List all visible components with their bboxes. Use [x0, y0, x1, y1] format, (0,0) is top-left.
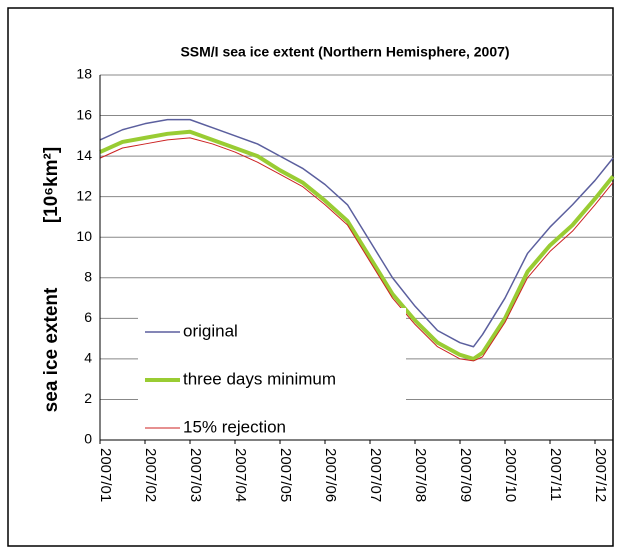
y-tick-label: 0 — [84, 431, 92, 447]
x-tick-label: 2007/08 — [412, 448, 429, 502]
y-tick-label: 6 — [84, 309, 92, 325]
legend-label: three days minimum — [183, 369, 336, 388]
series-line — [99, 129, 615, 361]
x-tick-label: 2007/11 — [547, 448, 564, 501]
y-tick-label: 10 — [76, 228, 92, 244]
series-line — [99, 137, 614, 362]
legend-box — [138, 308, 406, 439]
lines — [99, 118, 615, 362]
x-tick-label: 2007/04 — [232, 448, 249, 502]
x-tick-label: 2007/03 — [187, 448, 204, 502]
x-tick-label: 2007/07 — [367, 448, 384, 502]
legend: original three days minimum 15% rejection — [145, 321, 336, 436]
y-tick-label: 8 — [84, 268, 92, 284]
legend-label: 15% rejection — [183, 417, 286, 436]
y-tick-label: 2 — [84, 390, 92, 406]
y-tick-label: 16 — [76, 106, 92, 122]
y-tick-label: 4 — [84, 350, 92, 366]
x-tick-label: 2007/06 — [322, 448, 339, 502]
y-tick-label: 14 — [76, 147, 92, 163]
series-line — [99, 118, 614, 348]
y-tick-label: 18 — [76, 66, 92, 82]
y-tick-label: 12 — [76, 187, 92, 203]
x-tick-label: 2007/02 — [142, 448, 159, 502]
chart-frame — [7, 7, 614, 547]
y-axis-unit: [10⁶km²] — [41, 147, 62, 223]
x-tick-label: 2007/01 — [97, 448, 114, 502]
x-tick-label: 2007/09 — [457, 448, 474, 502]
x-tick-label: 2007/12 — [592, 448, 609, 502]
x-tick-label: 2007/05 — [277, 448, 294, 502]
x-tick-label: 2007/10 — [502, 448, 519, 502]
y-axis-label: sea ice extent — [41, 287, 62, 412]
chart-title: SSM/I sea ice extent (Northern Hemispher… — [180, 44, 509, 60]
legend-label: original — [183, 321, 238, 340]
